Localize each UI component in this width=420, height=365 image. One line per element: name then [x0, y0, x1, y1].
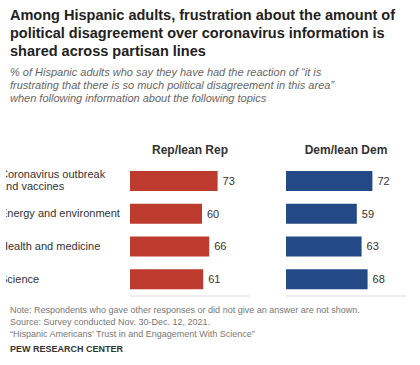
html-text:Rep/lean Rep: Rep/lean Rep	[152, 143, 228, 157]
svg-text:73: 73	[223, 175, 235, 187]
svg-text:68: 68	[373, 273, 385, 285]
svg-text:63: 63	[367, 240, 379, 252]
svg-text:Health and medicine: Health and medicine	[8, 240, 100, 252]
svg-text:Energy and environment: Energy and environment	[8, 207, 120, 219]
html-text:Note: Respondents who gave oth: Note: Respondents who gave other respons…	[10, 305, 360, 315]
html-text:“Hispanic Americans’ Trust in: “Hispanic Americans’ Trust in and Engage…	[10, 329, 255, 339]
html-text:Dem/lean Dem: Dem/lean Dem	[304, 143, 388, 157]
svg-text:Coronavirus outbreakand vaccin: Coronavirus outbreakand vaccines	[8, 168, 106, 192]
svg-text:59: 59	[362, 208, 374, 220]
html-text:Among Hispanic adults, frustra: Among Hispanic adults, frustration about…	[10, 7, 396, 59]
svg-text:60: 60	[207, 208, 219, 220]
svg-text:61: 61	[208, 273, 220, 285]
svg-text:72: 72	[377, 175, 389, 187]
html-text:Source: Survey conducted Nov.: Source: Survey conducted Nov. 30-Dec. 12…	[10, 317, 210, 327]
html-text:PEW RESEARCH CENTER: PEW RESEARCH CENTER	[10, 344, 123, 354]
svg-text:Science: Science	[8, 273, 39, 285]
svg-text:66: 66	[214, 240, 226, 252]
html-text:% of Hispanic adults who say t: % of Hispanic adults who say they have h…	[10, 66, 334, 104]
